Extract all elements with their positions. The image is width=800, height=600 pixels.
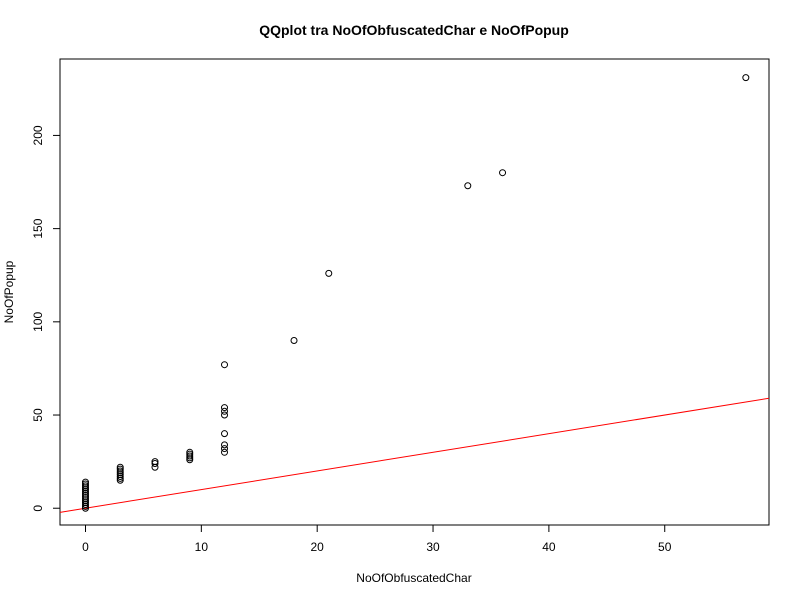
data-point <box>290 336 298 344</box>
chart-title: QQplot tra NoOfObfuscatedChar e NoOfPopu… <box>259 22 569 38</box>
y-tick-label: 0 <box>31 505 45 512</box>
data-point <box>116 467 124 475</box>
x-axis: 0 10 20 30 40 50 <box>82 524 672 554</box>
data-point <box>221 430 229 438</box>
data-point <box>151 459 159 467</box>
x-tick-label: 50 <box>658 540 672 554</box>
x-tick-label: 20 <box>311 540 325 554</box>
data-point <box>221 411 229 419</box>
data-point <box>221 448 229 456</box>
x-tick-label: 40 <box>542 540 556 554</box>
data-point <box>221 407 229 415</box>
data-point <box>221 361 229 369</box>
x-tick-label: 30 <box>426 540 440 554</box>
data-point <box>499 169 507 177</box>
data-point <box>464 182 472 190</box>
y-tick-label: 150 <box>31 218 45 238</box>
data-point <box>116 463 124 471</box>
y-tick-label: 50 <box>31 408 45 422</box>
x-axis-label: NoOfObfuscatedChar <box>356 571 471 585</box>
data-point <box>81 482 89 490</box>
y-tick-label: 100 <box>31 311 45 331</box>
y-axis-label: NoOfPopup <box>2 260 16 323</box>
data-point <box>81 478 89 486</box>
reference-line <box>59 397 770 513</box>
data-point <box>742 74 750 82</box>
data-point <box>186 450 194 458</box>
y-axis: 0 50 100 150 200 <box>31 125 61 512</box>
data-point <box>81 480 89 488</box>
data-point <box>221 441 229 449</box>
data-point <box>151 458 159 466</box>
data-point <box>116 465 124 473</box>
data-point <box>186 452 194 460</box>
x-tick-label: 0 <box>82 540 89 554</box>
data-point <box>221 404 229 412</box>
x-tick-label: 10 <box>195 540 209 554</box>
data-point <box>221 445 229 453</box>
data-point <box>325 269 333 277</box>
data-points <box>81 74 750 512</box>
y-tick-label: 200 <box>31 125 45 145</box>
data-point <box>186 448 194 456</box>
